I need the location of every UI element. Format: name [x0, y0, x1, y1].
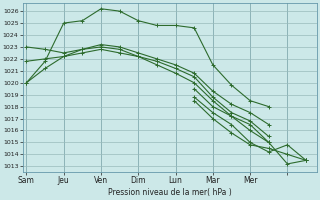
X-axis label: Pression niveau de la mer( hPa ): Pression niveau de la mer( hPa ) [108, 188, 232, 197]
